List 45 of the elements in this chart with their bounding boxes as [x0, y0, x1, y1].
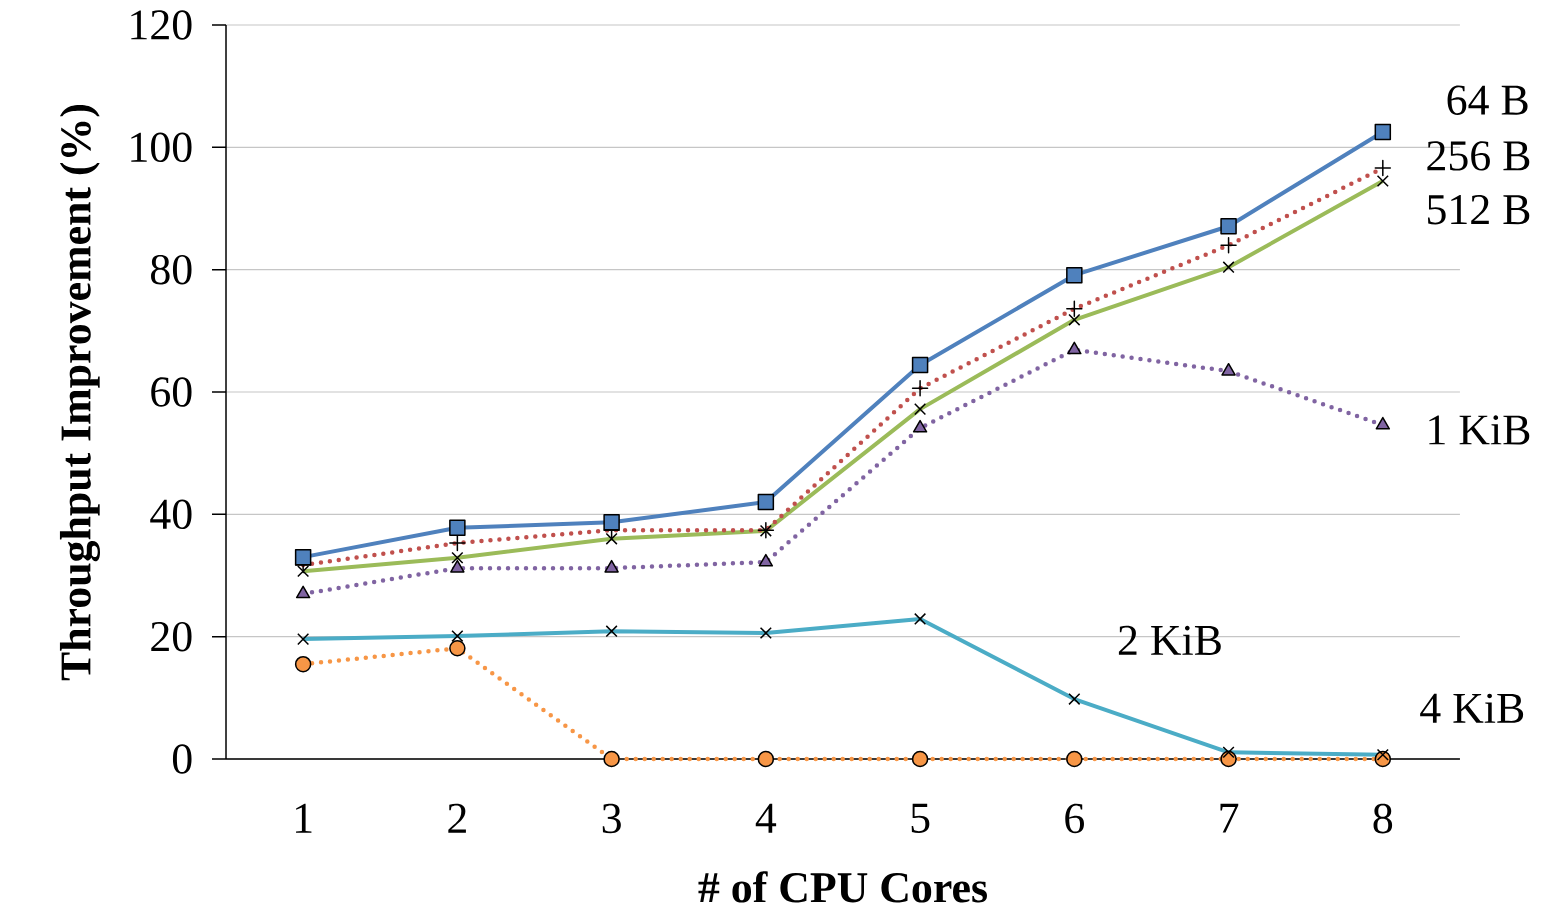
point	[758, 553, 774, 567]
x-tick-label: 8	[1373, 803, 1393, 834]
y-tick-label: 60	[151, 377, 192, 407]
x-tick-label: 3	[602, 803, 621, 834]
series-label: 256 B	[1427, 141, 1530, 171]
point	[603, 750, 620, 768]
y-tick-label: 120	[131, 10, 192, 40]
point	[603, 514, 620, 531]
x-tick-label: 6	[1065, 803, 1084, 834]
y-tick-label: 0	[172, 744, 192, 774]
point	[1375, 416, 1391, 430]
y-tick-label: 40	[150, 499, 192, 530]
point	[912, 419, 928, 433]
point	[449, 640, 466, 657]
series-label: 4 KiB	[1420, 693, 1524, 723]
y-tick-label: 20	[151, 621, 192, 652]
point	[294, 548, 312, 566]
point	[911, 356, 929, 374]
point	[1221, 362, 1236, 376]
point	[604, 559, 619, 573]
y-axis-title: Throughput Improvement (%)	[59, 104, 101, 681]
point	[294, 655, 312, 673]
x-tick-label: 5	[911, 803, 930, 833]
x-axis-title: # of CPU Cores	[698, 871, 987, 903]
x-tick-label: 1	[296, 803, 312, 833]
x-tick-label: 2	[448, 803, 466, 833]
point	[1066, 266, 1083, 284]
point	[1066, 750, 1083, 768]
point	[450, 559, 465, 573]
point	[1220, 217, 1237, 235]
y-tick-label: 80	[151, 254, 192, 285]
series-label: 2 KiB	[1118, 625, 1221, 655]
point	[1374, 123, 1392, 141]
series-label: 1 KiB	[1429, 415, 1530, 445]
x-tick-label: 4	[755, 803, 777, 833]
point	[1067, 341, 1082, 355]
y-tick-label: 100	[131, 132, 192, 163]
point	[757, 750, 775, 768]
series-label: 64 B	[1447, 85, 1528, 115]
point	[295, 585, 311, 599]
x-tick-label: 7	[1220, 803, 1239, 833]
point	[449, 519, 466, 537]
point	[911, 750, 929, 768]
point	[757, 493, 775, 511]
series-label: 512 B	[1428, 194, 1530, 225]
